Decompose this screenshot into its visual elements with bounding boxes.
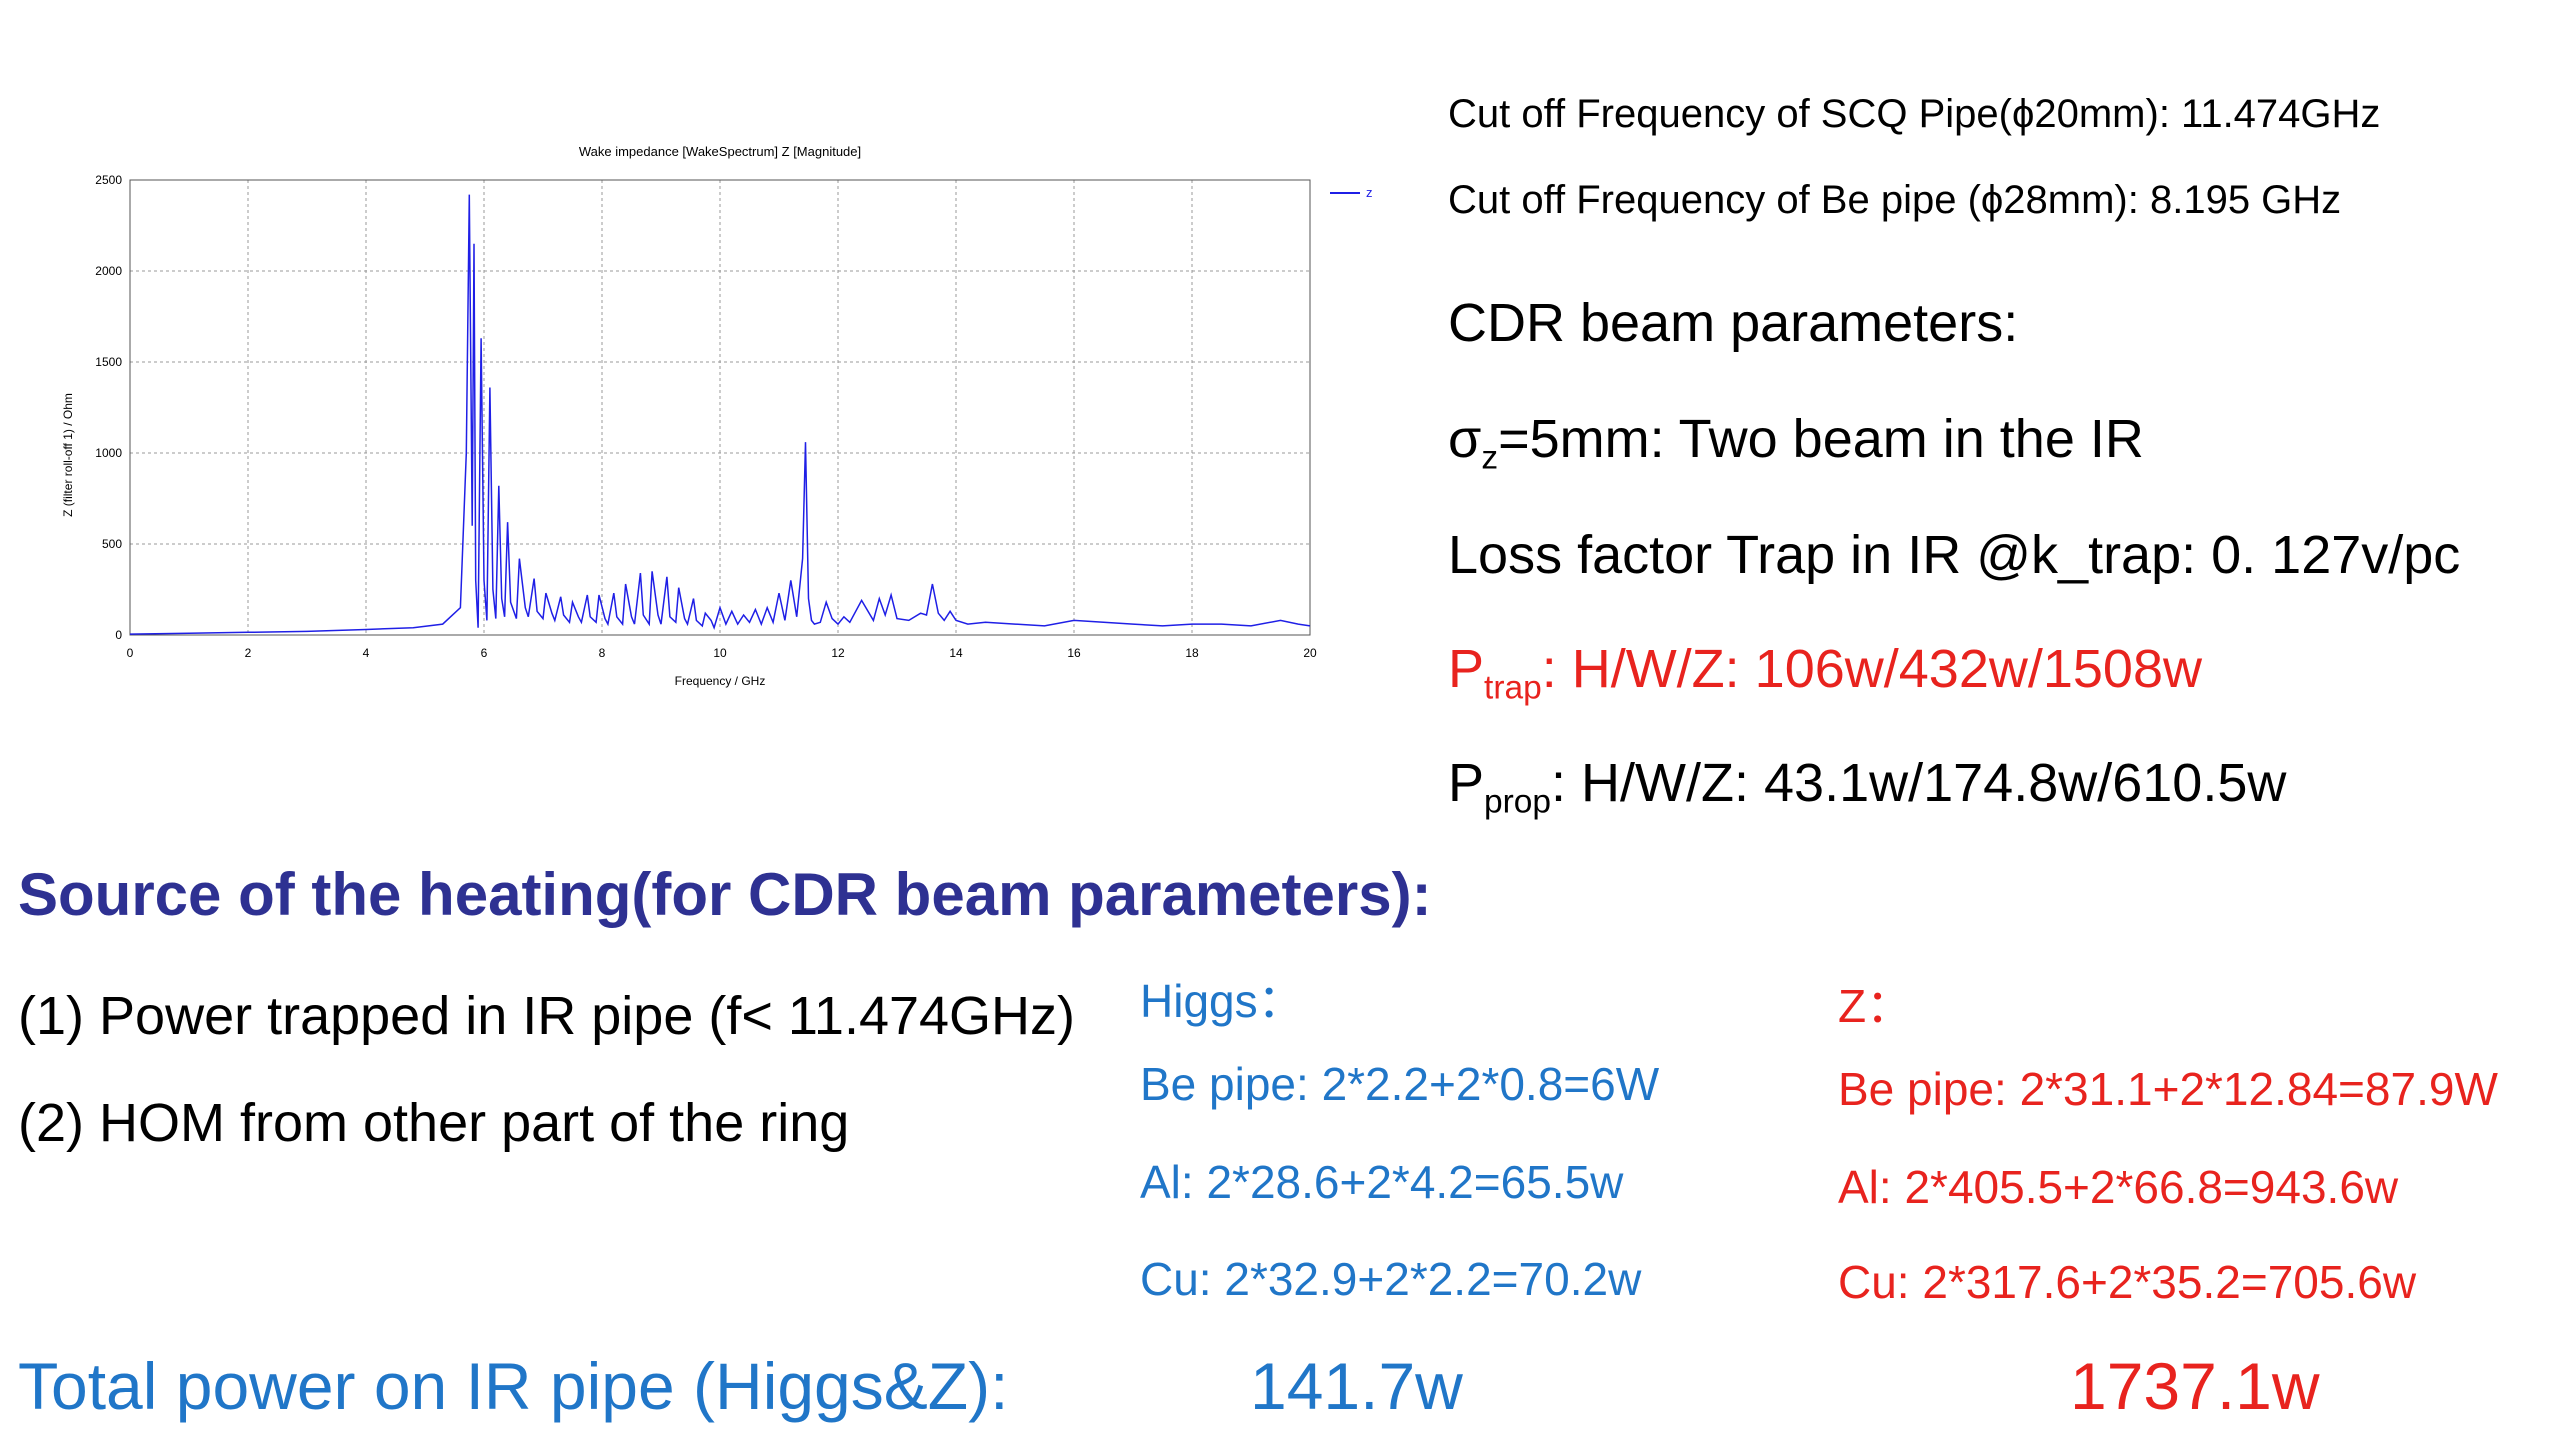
pprop-subscript: prop bbox=[1484, 783, 1552, 821]
ptrap-symbol: P bbox=[1448, 639, 1485, 699]
total-label: Total power on IR pipe (Higgs&Z): bbox=[18, 1349, 1009, 1423]
x-axis-label: Frequency / GHz bbox=[675, 674, 766, 688]
list-item-1-text: Power trapped in IR pipe (f< 11.474GHz) bbox=[99, 986, 1076, 1046]
heading-source-heating: Source of the heating(for CDR beam param… bbox=[18, 861, 1432, 928]
list-item-2-number: (2) bbox=[18, 1093, 84, 1153]
y-tick-label: 2000 bbox=[95, 264, 122, 278]
sigma-subscript: z bbox=[1481, 439, 1499, 477]
y-tick-label: 1000 bbox=[95, 446, 122, 460]
plot-frame bbox=[129, 179, 1311, 636]
x-tick-label: 0 bbox=[127, 646, 134, 660]
z-cu: Cu: 2*317.6+2*35.2=705.6w bbox=[1838, 1256, 2417, 1308]
z-be-pipe: Be pipe: 2*31.1+2*12.84=87.9W bbox=[1838, 1063, 2498, 1115]
higgs-al: Al: 2*28.6+2*4.2=65.5w bbox=[1140, 1156, 1624, 1208]
total-z: 1737.1w bbox=[2070, 1349, 2320, 1423]
x-tick-label: 2 bbox=[245, 646, 252, 660]
list-item-2-text: HOM from other part of the ring bbox=[99, 1093, 850, 1153]
series-line-z bbox=[129, 194, 1311, 635]
sigma-text: =5mm: Two beam in the IR bbox=[1498, 409, 2144, 469]
ptrap-subscript: trap bbox=[1484, 669, 1542, 707]
x-tick-label: 12 bbox=[831, 646, 845, 660]
legend-label: z bbox=[1366, 185, 1373, 200]
y-axis-label: Z (filter roll-off 1) / Ohm bbox=[61, 393, 75, 517]
cutoff-scq-text: Cut off Frequency of SCQ Pipe(ϕ20mm): 11… bbox=[1448, 92, 2381, 136]
cutoff-be-text: Cut off Frequency of Be pipe (ϕ28mm): 8.… bbox=[1448, 178, 2342, 222]
z-al: Al: 2*405.5+2*66.8=943.6w bbox=[1838, 1161, 2399, 1213]
x-tick-label: 20 bbox=[1303, 646, 1317, 660]
chart-grid bbox=[129, 179, 1311, 636]
x-tick-label: 6 bbox=[481, 646, 488, 660]
higgs-cu: Cu: 2*32.9+2*2.2=70.2w bbox=[1140, 1253, 1642, 1305]
y-tick-label: 500 bbox=[102, 537, 122, 551]
y-tick-label: 2500 bbox=[95, 173, 122, 187]
cdr-title: CDR beam parameters: bbox=[1448, 293, 2019, 353]
x-tick-label: 16 bbox=[1067, 646, 1081, 660]
z-label: Z： bbox=[1838, 980, 1913, 1032]
higgs-be-pipe: Be pipe: 2*2.2+2*0.8=6W bbox=[1140, 1058, 1660, 1110]
pprop-text: : H/W/Z: 43.1w/174.8w/610.5w bbox=[1551, 753, 2287, 813]
list-item-1-number: (1) bbox=[18, 986, 84, 1046]
wake-impedance-chart: Wake impedance [WakeSpectrum] Z [Magnitu… bbox=[61, 144, 1373, 688]
x-tick-label: 10 bbox=[713, 646, 727, 660]
x-tick-label: 8 bbox=[599, 646, 606, 660]
list-item-1: (1) Power trapped in IR pipe (f< 11.474G… bbox=[18, 985, 1075, 1047]
loss-factor-text: Loss factor Trap in IR @k_trap: 0. 127v/… bbox=[1448, 525, 2461, 585]
pprop-line: Pprop: H/W/Z: 43.1w/174.8w/610.5w bbox=[1448, 752, 2286, 822]
y-tick-label: 0 bbox=[115, 628, 122, 642]
list-item-2: (2) HOM from other part of the ring bbox=[18, 1092, 849, 1154]
sigma-symbol: σ bbox=[1448, 409, 1482, 469]
x-tick-label: 14 bbox=[949, 646, 963, 660]
ptrap-line: Ptrap: H/W/Z: 106w/432w/1508w bbox=[1448, 638, 2202, 708]
total-higgs: 141.7w bbox=[1250, 1349, 1463, 1423]
chart-ticks: 0 2 4 6 8 10 12 14 16 18 20 0 500 1000 1500 2000 2500 bbox=[95, 173, 1317, 660]
sigma-line: σz=5mm: Two beam in the IR bbox=[1448, 408, 2144, 478]
pprop-symbol: P bbox=[1448, 753, 1485, 813]
x-tick-label: 4 bbox=[363, 646, 370, 660]
higgs-label: Higgs： bbox=[1140, 975, 1304, 1027]
y-tick-label: 1500 bbox=[95, 355, 122, 369]
chart-title: Wake impedance [WakeSpectrum] Z [Magnitu… bbox=[579, 144, 861, 159]
x-tick-label: 18 bbox=[1185, 646, 1199, 660]
ptrap-text: : H/W/Z: 106w/432w/1508w bbox=[1541, 639, 2202, 699]
